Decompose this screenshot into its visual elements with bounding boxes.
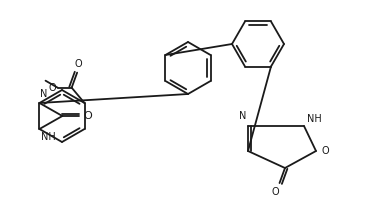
Text: O: O (272, 187, 279, 197)
Text: O: O (321, 146, 328, 156)
Text: O: O (48, 83, 56, 93)
Text: O: O (83, 111, 92, 121)
Text: O: O (75, 59, 82, 69)
Text: N: N (40, 89, 48, 99)
Text: NH: NH (41, 132, 56, 142)
Text: N: N (239, 111, 246, 121)
Text: NH: NH (307, 114, 322, 124)
